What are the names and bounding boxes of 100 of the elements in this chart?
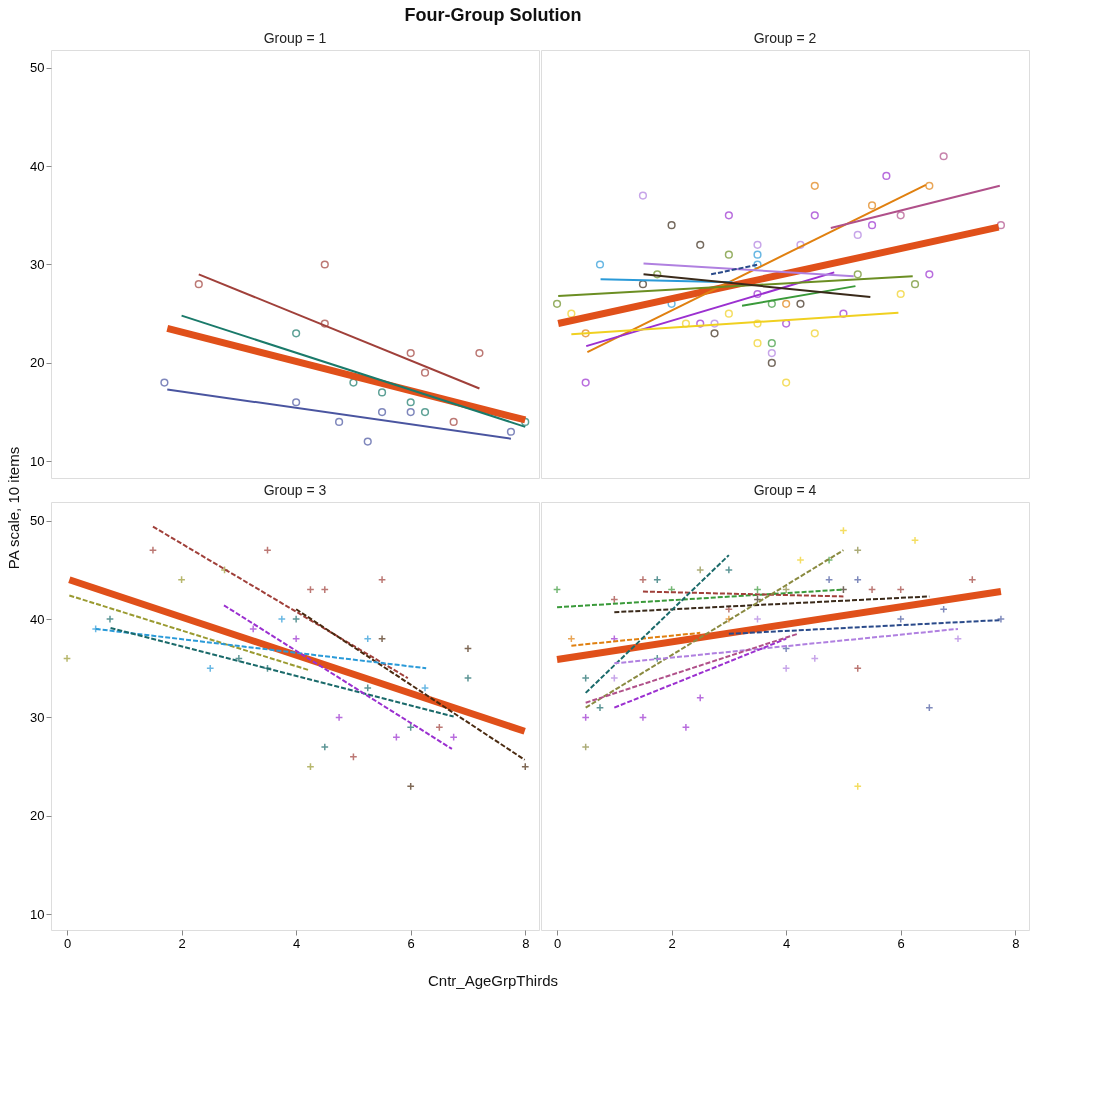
text: Four-Group Solution (404, 5, 582, 25)
point (710, 329, 719, 338)
point (696, 319, 705, 328)
point (363, 437, 372, 446)
point (767, 299, 776, 308)
point (581, 378, 590, 387)
x-tick-label: 0 (553, 935, 562, 951)
point (160, 378, 169, 387)
point (939, 152, 948, 161)
point (724, 309, 733, 318)
y-tick-label: 40 (30, 611, 45, 627)
point (105, 614, 115, 624)
y-tick-label: 20 (30, 355, 45, 371)
x-tick-label: 4 (783, 935, 791, 951)
point (767, 358, 776, 367)
point (335, 417, 344, 427)
point (753, 614, 762, 624)
point (449, 417, 458, 427)
point (392, 733, 401, 742)
y-tick-label: 40 (30, 158, 45, 174)
x-tick-label: 8 (522, 935, 530, 951)
point (753, 339, 762, 348)
point (638, 713, 648, 722)
y-axis-title: PA scale, 10 items (5, 446, 22, 570)
y-tick-label: 20 (30, 808, 45, 824)
y-tick-label: 10 (30, 453, 45, 469)
point (62, 654, 72, 663)
chart-title: Group = 3 (263, 482, 327, 498)
point (753, 240, 762, 249)
point (610, 674, 619, 683)
point (867, 201, 877, 210)
point (925, 270, 934, 279)
point (581, 674, 590, 683)
point (724, 211, 733, 220)
point (825, 575, 834, 584)
point (767, 348, 776, 358)
point (406, 407, 415, 417)
point (753, 289, 762, 299)
point (753, 250, 762, 259)
point (320, 319, 329, 328)
x-tick-label: 6 (407, 935, 415, 951)
point (335, 713, 344, 722)
point (406, 348, 415, 358)
point (377, 388, 387, 397)
point (782, 319, 791, 328)
point (810, 329, 819, 338)
point (406, 398, 415, 407)
point (377, 634, 387, 643)
point (939, 605, 948, 614)
point (292, 398, 301, 407)
point (796, 555, 805, 565)
point (595, 260, 605, 269)
point (581, 742, 590, 752)
chart-title: Group = 2 (753, 30, 817, 46)
point (292, 614, 301, 624)
point (724, 250, 733, 259)
point (867, 585, 877, 594)
point (724, 565, 733, 574)
point (463, 674, 473, 683)
point (292, 329, 301, 338)
point (463, 644, 473, 653)
x-tick-label: 0 (63, 935, 72, 951)
point (853, 270, 862, 279)
point (363, 683, 372, 693)
point (810, 654, 819, 663)
chart-title: Group = 1 (263, 30, 327, 46)
point (638, 191, 648, 200)
point (882, 171, 891, 181)
point (567, 309, 576, 318)
chart-title: Group = 4 (753, 482, 817, 498)
point (681, 319, 691, 328)
point (853, 546, 862, 555)
x-tick-label: 2 (668, 935, 676, 951)
point (263, 546, 272, 555)
point (796, 299, 805, 308)
point (782, 378, 791, 387)
point (753, 319, 762, 328)
point (595, 703, 605, 712)
x-tick-label: 4 (293, 935, 301, 951)
point (810, 211, 819, 220)
point (867, 221, 877, 230)
point (320, 260, 329, 269)
point (896, 614, 905, 624)
point (377, 407, 387, 417)
point (320, 742, 329, 752)
point (925, 181, 934, 190)
y-tick-label: 50 (30, 60, 45, 76)
point (475, 348, 484, 358)
point (996, 221, 1006, 230)
point (839, 309, 848, 318)
point (910, 280, 920, 289)
point (896, 211, 905, 220)
point (853, 230, 862, 240)
x-tick-label: 2 (178, 935, 186, 951)
point (796, 240, 805, 249)
point (996, 614, 1006, 624)
y-tick-label: 30 (30, 256, 45, 272)
point (449, 733, 458, 742)
point (506, 427, 516, 436)
y-tick-label: 50 (30, 513, 45, 529)
